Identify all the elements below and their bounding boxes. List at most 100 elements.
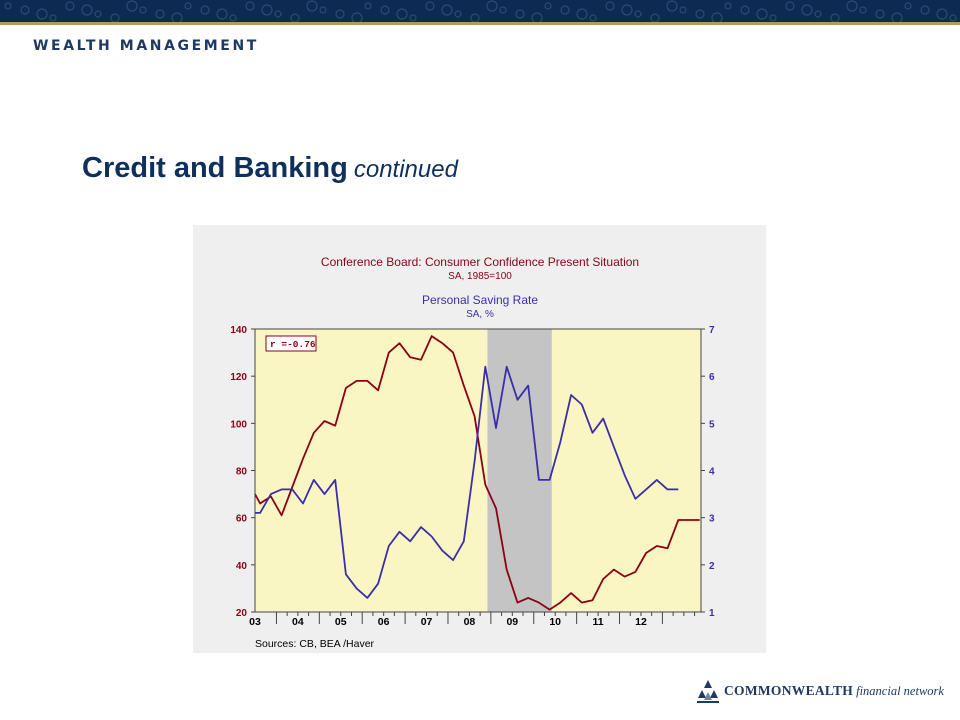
x-tick-label: 07 — [421, 616, 433, 628]
x-tick-label: 09 — [506, 616, 518, 628]
banner-dot — [814, 10, 822, 18]
chart-source: Sources: CB, BEA /Haver — [255, 638, 375, 650]
series-line-saving-rate — [255, 365, 679, 599]
right-tick-label: 6 — [709, 372, 715, 383]
banner-dot — [904, 2, 912, 10]
footer-logo: COMMONWEALTH financial network — [695, 678, 944, 708]
banner-dot — [875, 9, 885, 19]
left-tick-label: 100 — [230, 419, 247, 430]
series-line-confidence — [254, 335, 700, 611]
slide-title-main: Credit and Banking — [82, 152, 348, 184]
banner-dot — [110, 13, 120, 22]
right-tick-label: 3 — [709, 514, 715, 525]
banner-dot — [335, 9, 345, 19]
slide-title-sub: continued — [353, 156, 458, 183]
right-tick-label: 1 — [709, 608, 715, 619]
right-tick-label: 7 — [709, 325, 715, 336]
banner-dot — [290, 13, 300, 22]
banner-dot — [740, 5, 750, 15]
banner-dot — [666, 0, 678, 12]
top-banner — [0, 0, 960, 22]
banner-dot — [544, 2, 552, 10]
x-tick-label: 06 — [378, 616, 390, 628]
chart-title-sub: SA, 1985=100 — [448, 271, 512, 282]
banner-dot — [171, 12, 183, 22]
banner-dot — [515, 9, 525, 19]
banner-dot — [605, 1, 615, 11]
x-tick-label: 12 — [635, 616, 647, 628]
right-tick-label: 2 — [709, 561, 715, 572]
correlation-box — [265, 335, 317, 352]
banner-dot — [364, 2, 372, 10]
chart-title2-sub: SA, % — [466, 309, 494, 320]
banner-dot — [756, 8, 768, 20]
left-tick-label: 120 — [230, 372, 247, 383]
x-tick-label: 11 — [593, 616, 604, 628]
banner-dot — [36, 8, 48, 20]
banner-dot — [441, 4, 453, 16]
x-tick-label: 08 — [464, 616, 476, 628]
gold-rule — [0, 22, 960, 25]
left-tick-label: 20 — [236, 608, 248, 619]
banner-dot — [846, 0, 858, 12]
banner-dot — [380, 5, 390, 15]
x-tick-label: 05 — [335, 616, 347, 628]
banner-dot — [425, 1, 435, 11]
banner-dot — [306, 0, 318, 12]
left-tick-label: 140 — [230, 325, 247, 336]
banner-dot — [65, 1, 75, 11]
correlation-label: r =-0.76 — [270, 339, 316, 350]
banner-dot — [785, 1, 795, 11]
logo-mark-icon — [697, 680, 719, 703]
banner-dot — [155, 9, 165, 19]
banner-dot — [724, 2, 732, 10]
left-tick-label: 60 — [236, 514, 248, 525]
banner-dot — [499, 6, 507, 14]
banner-dot — [229, 14, 237, 22]
banner-dot — [679, 6, 687, 14]
left-tick-label: 40 — [236, 561, 248, 572]
banner-dot — [216, 8, 228, 20]
banner-dot — [621, 4, 633, 16]
banner-dot — [695, 9, 705, 19]
banner-dot — [454, 10, 462, 18]
banner-dot — [396, 8, 408, 20]
banner-dot — [634, 10, 642, 18]
plot-area — [254, 328, 702, 613]
banner-dot — [409, 14, 417, 22]
banner-dot — [94, 10, 102, 18]
chart: Conference Board: Consumer Confidence Pr… — [193, 225, 766, 653]
banner-dot — [470, 13, 480, 22]
banner-dot — [920, 5, 930, 15]
banner-dot — [576, 8, 588, 20]
banner-dot — [560, 5, 570, 15]
banner-dot — [859, 6, 867, 14]
banner-dot — [200, 5, 210, 15]
logo-main-text: COMMONWEALTH — [724, 683, 854, 698]
chart-svg: Conference Board: Consumer Confidence Pr… — [193, 225, 766, 653]
logo-sub-text: financial network — [856, 684, 944, 698]
banner-dot — [245, 1, 255, 11]
banner-dot — [49, 14, 57, 22]
banner-dot — [274, 10, 282, 18]
banner-dot — [801, 4, 813, 16]
banner-dot — [351, 12, 363, 22]
banner-dot — [949, 14, 957, 22]
banner-dot — [261, 4, 273, 16]
right-tick-label: 4 — [709, 467, 715, 478]
banner-dot — [319, 6, 327, 14]
recession-band — [487, 329, 552, 612]
banner-dot — [486, 0, 498, 12]
right-tick-label: 5 — [709, 419, 715, 430]
x-tick-label: 10 — [549, 616, 561, 628]
banner-dot — [589, 14, 597, 22]
banner-dot — [650, 13, 660, 22]
logo-text: COMMONWEALTH financial network — [724, 682, 944, 700]
banner-dot — [891, 12, 903, 22]
left-tick-label: 80 — [236, 467, 248, 478]
banner-dot — [531, 12, 543, 22]
slide-title: Credit and Banking continued — [82, 152, 458, 185]
banner-dot — [830, 13, 840, 22]
banner-dot — [711, 12, 723, 22]
x-tick-label: 04 — [292, 616, 304, 628]
